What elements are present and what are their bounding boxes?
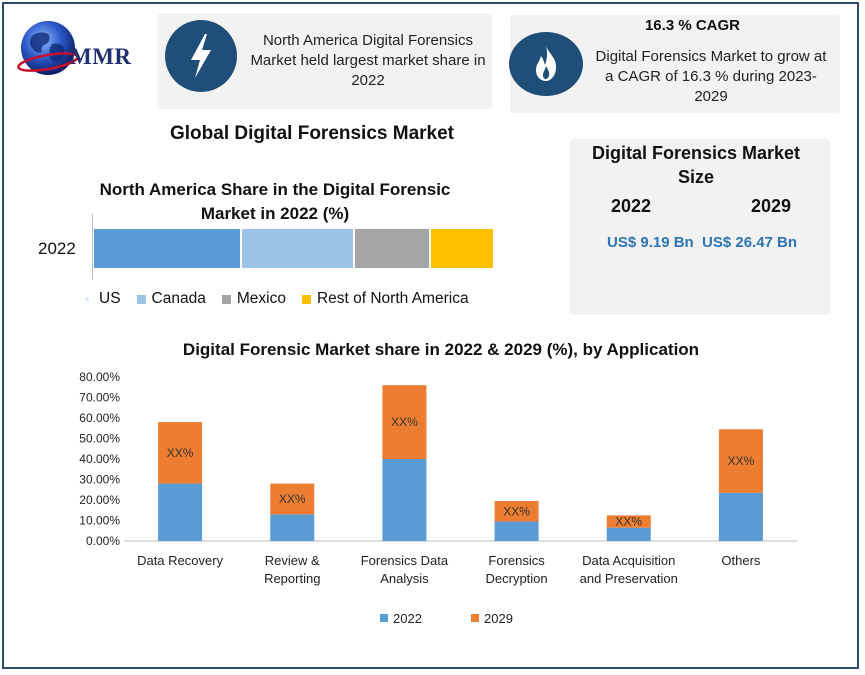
na-bar-segment-canada xyxy=(242,229,355,268)
market-size-title: Digital Forensics Market Size xyxy=(591,143,801,187)
flame-icon xyxy=(536,46,557,81)
y-tick-label: 60.00% xyxy=(79,411,120,425)
market-size-value-2029: US$ 26.47 Bn xyxy=(702,234,798,251)
lightning-icon-circle xyxy=(165,20,237,92)
x-tick-label: Data Recovery xyxy=(137,553,223,568)
na-legend-item-us: US xyxy=(85,290,121,308)
globe-icon xyxy=(17,21,79,75)
x-tick-label: and Preservation xyxy=(580,571,678,586)
market-size-value-2022: US$ 9.19 Bn xyxy=(607,234,694,251)
logo: MMR xyxy=(14,14,154,84)
data-label: XX% xyxy=(167,446,194,460)
na-legend-label-rest: Rest of North America xyxy=(316,290,469,307)
x-tick-label: Data Acquisition xyxy=(582,553,675,568)
na-legend-label-canada: Canada xyxy=(151,290,206,307)
bar-2029 xyxy=(270,483,315,515)
data-label: XX% xyxy=(391,415,418,429)
data-label: XX% xyxy=(728,454,755,468)
na-chart-category-label: 2022 xyxy=(38,239,76,258)
y-tick-label: 30.00% xyxy=(79,473,120,487)
x-tick-label: Others xyxy=(721,553,761,568)
na-legend-item-canada: Canada xyxy=(136,290,206,308)
y-tick-label: 50.00% xyxy=(79,432,120,446)
bar-2029 xyxy=(158,422,203,484)
cagr-title: 16.3 % CAGR xyxy=(644,17,741,34)
y-tick-label: 40.00% xyxy=(79,452,120,466)
info-box-market-share-text: North America Digital Forensics Market h… xyxy=(250,32,486,89)
market-size-year-2022: 2022 xyxy=(611,196,652,216)
na-legend-swatch-rest xyxy=(301,294,311,304)
bar-2022 xyxy=(158,483,203,541)
y-tick-label: 0.00% xyxy=(86,534,120,548)
na-chart-axis xyxy=(92,214,93,280)
na-legend-swatch-canada xyxy=(136,294,146,304)
x-tick-label: Reporting xyxy=(264,571,320,586)
bar-2022 xyxy=(270,514,315,541)
na-chart-bar xyxy=(94,229,495,268)
x-tick-label: Forensics xyxy=(488,553,545,568)
application-chart-title: Digital Forensic Market share in 2022 & … xyxy=(182,340,700,359)
lightning-icon xyxy=(191,34,211,78)
legend-label-2022: 2022 xyxy=(393,611,422,626)
x-tick-label: Decryption xyxy=(486,571,548,586)
na-legend-item-mexico: Mexico xyxy=(221,290,286,308)
na-legend-swatch-mexico xyxy=(221,294,231,304)
x-tick-label: Analysis xyxy=(380,571,429,586)
bar-2022 xyxy=(718,492,763,541)
y-tick-label: 70.00% xyxy=(79,391,120,405)
page-frame xyxy=(2,2,859,669)
legend-swatch-2029 xyxy=(471,614,479,622)
market-size-year-2029: 2029 xyxy=(751,196,792,216)
bar-2022 xyxy=(382,459,427,541)
legend-label-2029: 2029 xyxy=(484,611,513,626)
na-bar-segment-rest xyxy=(430,229,495,268)
data-label: XX% xyxy=(503,504,530,518)
data-label: XX% xyxy=(615,515,642,529)
na-legend-item-rest: Rest of North America xyxy=(301,290,469,308)
legend-swatch-2022 xyxy=(380,614,388,622)
na-chart-title: North America Share in the Digital Foren… xyxy=(99,180,451,223)
bar-2029 xyxy=(382,385,427,459)
bar-2022 xyxy=(606,527,651,541)
y-tick-label: 10.00% xyxy=(79,514,120,528)
na-legend-label-mexico: Mexico xyxy=(236,290,286,307)
na-bar-segment-mexico xyxy=(354,229,431,268)
na-legend-label-us: US xyxy=(99,290,121,307)
logo-text: MMR xyxy=(70,44,132,69)
na-bar-segment-us xyxy=(94,229,243,268)
market-size-box xyxy=(570,139,830,315)
cagr-text: Digital Forensics Market to grow at a CA… xyxy=(595,48,827,105)
na-legend-swatch-us xyxy=(85,297,89,301)
y-tick-label: 20.00% xyxy=(79,493,120,507)
bar-2029 xyxy=(606,515,651,528)
bar-2029 xyxy=(494,501,539,522)
na-chart-legend: US Canada Mexico Rest of North America xyxy=(85,290,485,308)
bar-2022 xyxy=(494,521,539,541)
x-tick-label: Forensics Data xyxy=(361,553,449,568)
x-tick-label: Review & xyxy=(265,553,320,568)
page-title: Global Digital Forensics Market xyxy=(169,123,455,144)
flame-icon-circle xyxy=(509,32,583,96)
y-tick-label: 80.00% xyxy=(79,370,120,384)
data-label: XX% xyxy=(279,492,306,506)
bar-2029 xyxy=(718,429,763,493)
